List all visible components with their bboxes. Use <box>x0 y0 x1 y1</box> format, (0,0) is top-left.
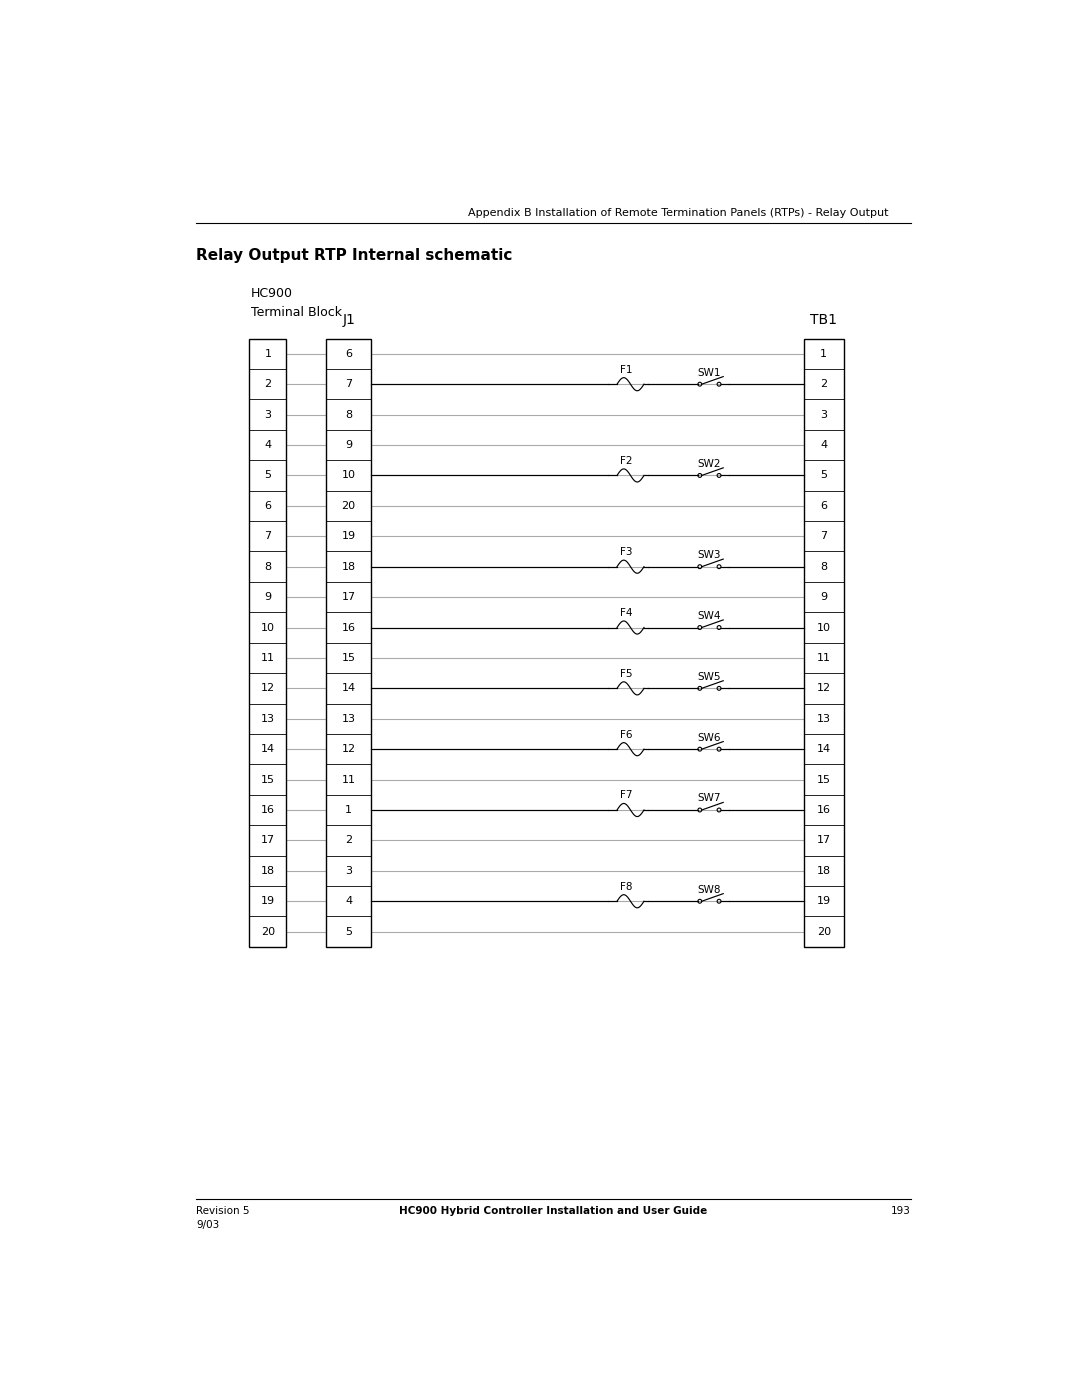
Text: 12: 12 <box>341 745 355 754</box>
Text: 3: 3 <box>346 866 352 876</box>
Text: 10: 10 <box>261 623 274 633</box>
Text: 13: 13 <box>816 714 831 724</box>
Text: 8: 8 <box>346 409 352 419</box>
Text: TB1: TB1 <box>810 313 837 327</box>
Text: 5: 5 <box>821 471 827 481</box>
Text: Revision 5: Revision 5 <box>195 1207 249 1217</box>
Bar <box>326 338 372 947</box>
Text: 16: 16 <box>261 805 274 814</box>
Text: 11: 11 <box>341 774 355 785</box>
Text: 12: 12 <box>816 683 831 693</box>
Text: F1: F1 <box>620 365 633 374</box>
Text: SW5: SW5 <box>698 672 721 682</box>
Text: F6: F6 <box>620 729 633 739</box>
Text: F5: F5 <box>620 669 633 679</box>
Text: SW8: SW8 <box>698 884 721 894</box>
Text: 20: 20 <box>260 926 275 936</box>
Text: 9: 9 <box>265 592 271 602</box>
Text: 14: 14 <box>816 745 831 754</box>
Text: 17: 17 <box>816 835 831 845</box>
Text: 15: 15 <box>341 652 355 664</box>
Text: HC900 Hybrid Controller Installation and User Guide: HC900 Hybrid Controller Installation and… <box>400 1207 707 1217</box>
Text: 18: 18 <box>260 866 275 876</box>
Text: F8: F8 <box>620 882 633 891</box>
Text: 10: 10 <box>816 623 831 633</box>
Text: 16: 16 <box>341 623 355 633</box>
Text: 18: 18 <box>816 866 831 876</box>
Text: 19: 19 <box>260 897 275 907</box>
Text: HC900: HC900 <box>251 286 293 300</box>
Text: 7: 7 <box>265 531 271 541</box>
Text: 1: 1 <box>821 349 827 359</box>
Text: 17: 17 <box>341 592 355 602</box>
Text: SW4: SW4 <box>698 610 721 622</box>
Text: SW7: SW7 <box>698 793 721 803</box>
Text: 1: 1 <box>346 805 352 814</box>
Bar <box>804 338 843 947</box>
Text: 6: 6 <box>346 349 352 359</box>
Text: 9: 9 <box>820 592 827 602</box>
Text: 18: 18 <box>341 562 355 571</box>
Text: Appendix B Installation of Remote Termination Panels (RTPs) - Relay Output: Appendix B Installation of Remote Termin… <box>468 208 889 218</box>
Text: 19: 19 <box>816 897 831 907</box>
Text: 13: 13 <box>261 714 274 724</box>
Text: 15: 15 <box>261 774 274 785</box>
Text: 4: 4 <box>265 440 271 450</box>
Text: 8: 8 <box>265 562 271 571</box>
Text: 20: 20 <box>341 502 355 511</box>
Text: 19: 19 <box>341 531 355 541</box>
Text: F4: F4 <box>620 608 633 617</box>
Text: 8: 8 <box>820 562 827 571</box>
Text: 17: 17 <box>260 835 275 845</box>
Text: 9/03: 9/03 <box>195 1220 219 1231</box>
Text: 11: 11 <box>261 652 274 664</box>
Text: 6: 6 <box>265 502 271 511</box>
Text: 16: 16 <box>816 805 831 814</box>
Text: 3: 3 <box>821 409 827 419</box>
Text: F3: F3 <box>620 548 633 557</box>
Text: SW6: SW6 <box>698 732 721 743</box>
Text: 5: 5 <box>265 471 271 481</box>
Text: 10: 10 <box>341 471 355 481</box>
Text: SW3: SW3 <box>698 550 721 560</box>
Text: 3: 3 <box>265 409 271 419</box>
Text: 7: 7 <box>820 531 827 541</box>
Text: 14: 14 <box>260 745 275 754</box>
Text: 9: 9 <box>346 440 352 450</box>
Text: 2: 2 <box>820 379 827 390</box>
Text: 13: 13 <box>341 714 355 724</box>
Text: 5: 5 <box>346 926 352 936</box>
Bar <box>249 338 286 947</box>
Text: 11: 11 <box>816 652 831 664</box>
Text: 193: 193 <box>891 1207 912 1217</box>
Text: 2: 2 <box>265 379 271 390</box>
Text: F2: F2 <box>620 455 633 465</box>
Text: 6: 6 <box>821 502 827 511</box>
Text: Terminal Block: Terminal Block <box>251 306 342 320</box>
Text: 15: 15 <box>816 774 831 785</box>
Text: SW2: SW2 <box>698 458 721 469</box>
Text: 2: 2 <box>346 835 352 845</box>
Text: 20: 20 <box>816 926 831 936</box>
Text: J1: J1 <box>342 313 355 327</box>
Text: 4: 4 <box>346 897 352 907</box>
Text: F7: F7 <box>620 791 633 800</box>
Text: 14: 14 <box>341 683 355 693</box>
Text: SW1: SW1 <box>698 367 721 377</box>
Text: Relay Output RTP Internal schematic: Relay Output RTP Internal schematic <box>195 249 512 264</box>
Text: 4: 4 <box>820 440 827 450</box>
Text: 7: 7 <box>346 379 352 390</box>
Text: 12: 12 <box>260 683 275 693</box>
Text: 1: 1 <box>265 349 271 359</box>
